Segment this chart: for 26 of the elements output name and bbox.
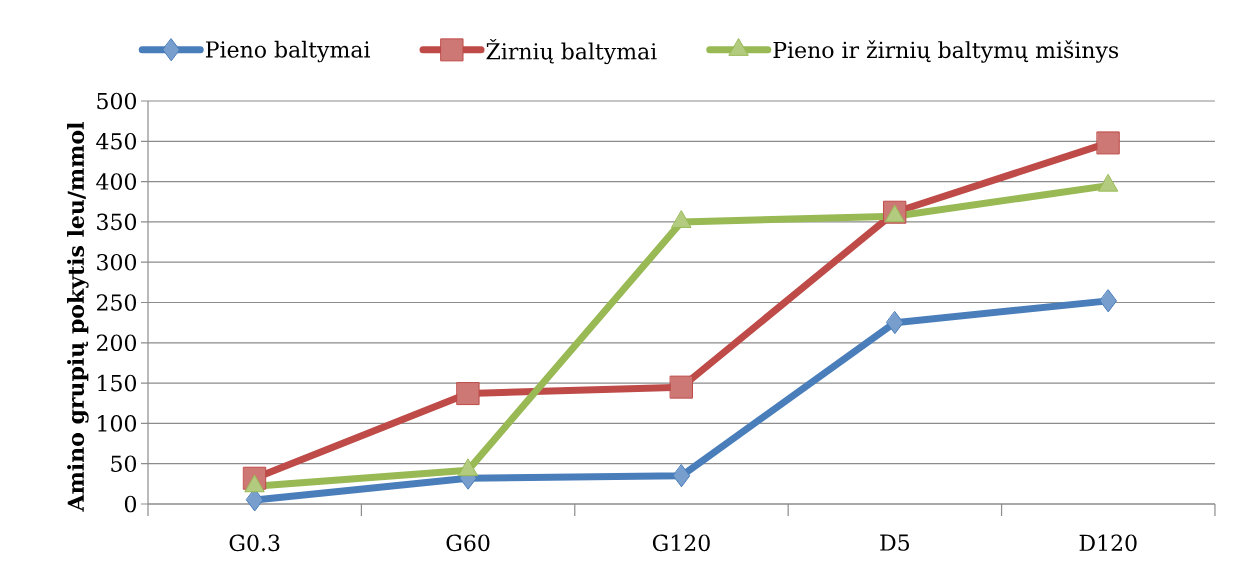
point <box>886 311 904 335</box>
y-tick-label: 100 <box>98 415 136 432</box>
y-tick-label: 350 <box>97 213 136 231</box>
y-tick-label: 300 <box>97 253 136 271</box>
y-tick-label: 400 <box>96 173 136 190</box>
y-tick-label: 50 <box>111 455 137 473</box>
legend-label: Pieno baltymai <box>205 40 370 63</box>
x-tick-label: G120 <box>652 534 710 552</box>
y-tick-label: 150 <box>98 374 136 392</box>
point <box>669 375 693 399</box>
x-tick-label: D120 <box>1079 534 1137 552</box>
point <box>456 382 480 406</box>
legend-label: Pieno ir žirnių baltymų mišinys <box>773 40 1119 63</box>
y-tick-label: 0 <box>124 495 137 513</box>
point <box>672 464 691 488</box>
y-tick-label: 250 <box>96 294 136 311</box>
point <box>1099 289 1118 313</box>
y-tick-label: 450 <box>96 132 136 150</box>
x-tick-label: D5 <box>880 534 909 551</box>
x-tick-label: G0.3 <box>229 534 280 552</box>
x-tick-label: G60 <box>446 534 490 552</box>
y-tick-label: 200 <box>96 334 136 352</box>
y-axis-title: Amino grupių pokytis leu/mmol <box>67 122 89 512</box>
legend-label: Žirnių baltymai <box>486 38 657 65</box>
y-tick-label: 500 <box>97 92 136 110</box>
point <box>1096 131 1120 155</box>
